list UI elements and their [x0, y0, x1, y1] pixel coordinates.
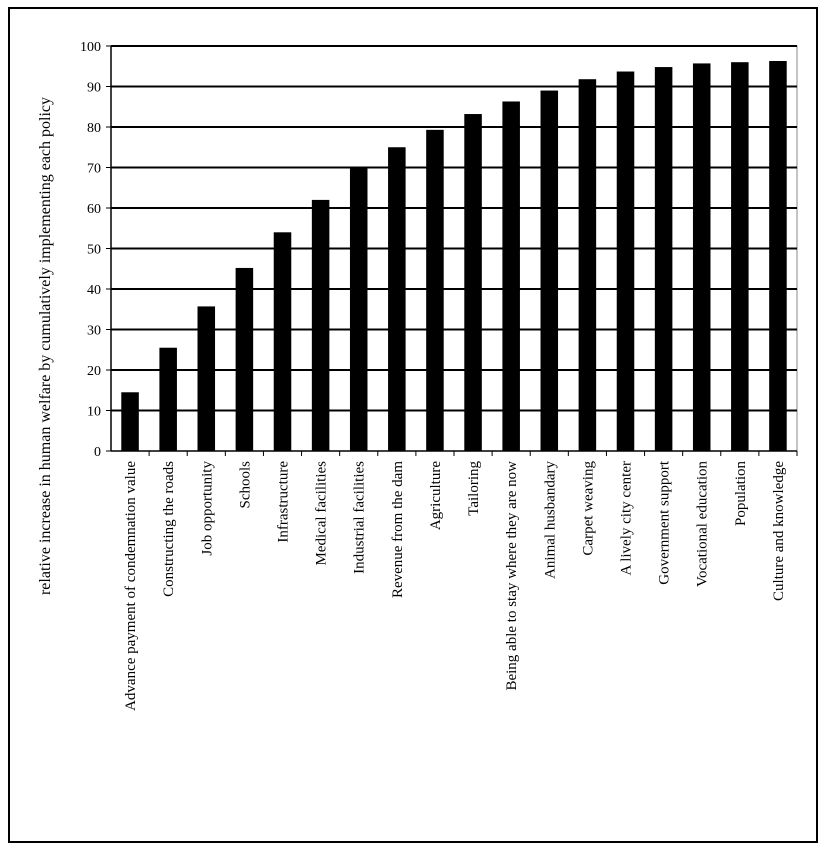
bar — [731, 62, 749, 451]
y-tick-label: 0 — [94, 445, 101, 460]
x-category-label: Animal husbandary — [542, 461, 558, 579]
x-category-label: Culture and knowledge — [771, 461, 787, 601]
bar — [197, 306, 216, 451]
axes — [106, 45, 798, 456]
y-tick-labels: 0 10 20 30 40 50 60 70 80 90 100 — [80, 40, 101, 460]
y-tick-label: 10 — [87, 405, 101, 420]
x-category-label: Agriculture — [428, 461, 444, 530]
y-tick-label: 60 — [87, 202, 101, 217]
x-category-label: Tailoring — [466, 461, 482, 516]
bar — [502, 101, 520, 452]
x-category-label: A lively city center — [619, 461, 635, 576]
bar — [464, 114, 482, 451]
x-category-label: Advance payment of condemnation value — [123, 461, 139, 711]
y-tick-label: 90 — [87, 81, 101, 96]
bar — [426, 129, 444, 451]
y-tick-label: 20 — [87, 364, 101, 379]
bar — [235, 267, 254, 451]
y-axis-label: relative increase in human welfare by cu… — [37, 97, 54, 595]
x-category-label: Industrial facilities — [352, 461, 368, 574]
y-tick-label: 80 — [87, 121, 101, 136]
x-category-label: Revenue from the dam — [390, 461, 406, 598]
y-tick-label: 30 — [87, 324, 101, 339]
x-category-label: Infrastructure — [276, 461, 292, 543]
y-tick-label: 50 — [87, 243, 101, 258]
bar — [692, 63, 711, 451]
bar — [273, 232, 292, 451]
y-tick-label: 70 — [87, 162, 101, 177]
chart-frame — [8, 7, 818, 843]
x-category-label: Schools — [237, 461, 253, 509]
bar — [159, 347, 177, 451]
bar — [769, 60, 787, 452]
x-category-label: Medical facilities — [314, 461, 330, 566]
x-category-label: Vocational education — [695, 461, 711, 587]
x-category-label: Constructing the roads — [161, 461, 177, 597]
bar — [578, 79, 597, 452]
x-category-label: Carpet weaving — [580, 461, 596, 556]
bar — [311, 199, 330, 451]
bar — [540, 90, 559, 452]
bars — [121, 60, 787, 452]
bar — [121, 392, 139, 451]
bar — [388, 147, 406, 451]
y-tick-label: 40 — [87, 283, 101, 298]
x-category-label: Being able to stay where they are now — [504, 461, 520, 691]
x-category-label: Job opportunity — [199, 461, 215, 556]
y-tick-label: 100 — [80, 40, 101, 55]
x-category-label: Government support — [657, 460, 673, 585]
x-category-labels: Advance payment of condemnation value Con… — [123, 460, 787, 711]
x-category-label: Population — [733, 461, 749, 527]
bar — [349, 168, 368, 451]
bar — [616, 71, 635, 451]
bar — [654, 67, 673, 451]
